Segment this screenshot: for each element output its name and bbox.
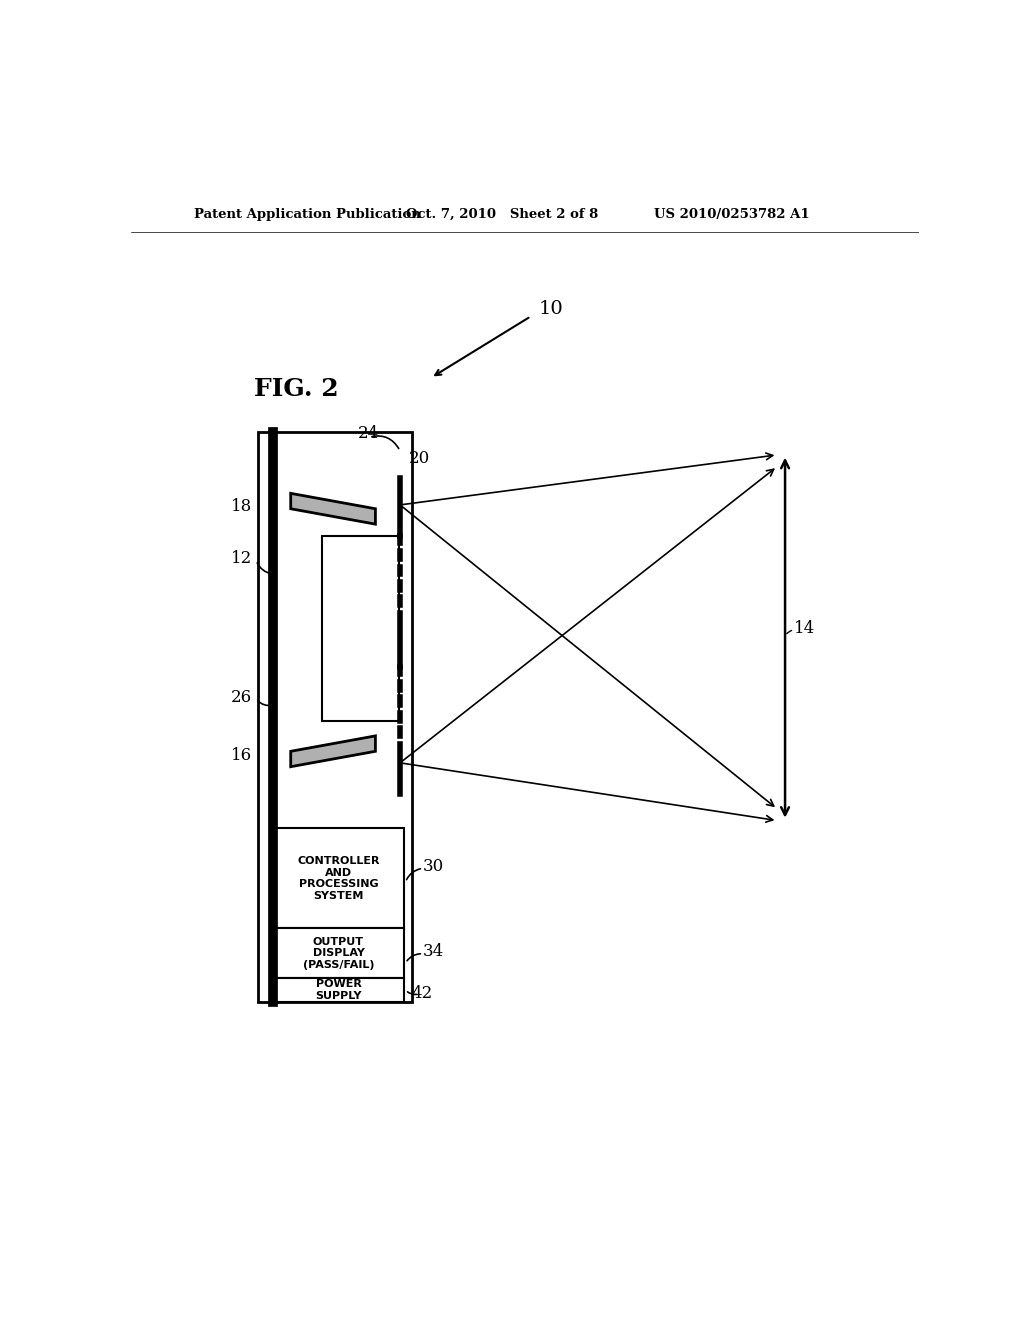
- Bar: [273, 928, 403, 978]
- Bar: [273, 978, 403, 1002]
- Text: 26: 26: [231, 689, 252, 706]
- Text: 10: 10: [539, 300, 563, 318]
- Text: 20: 20: [410, 450, 430, 467]
- Text: 24: 24: [357, 425, 379, 442]
- Bar: [258, 432, 412, 1002]
- Polygon shape: [291, 494, 376, 524]
- Text: OUTPUT
DISPLAY
(PASS/FAIL): OUTPUT DISPLAY (PASS/FAIL): [303, 937, 374, 970]
- Text: Oct. 7, 2010   Sheet 2 of 8: Oct. 7, 2010 Sheet 2 of 8: [407, 209, 598, 222]
- Text: 18: 18: [231, 498, 252, 515]
- Polygon shape: [291, 737, 376, 767]
- Text: CONTROLLER
AND
PROCESSING
SYSTEM: CONTROLLER AND PROCESSING SYSTEM: [297, 855, 380, 900]
- Text: US 2010/0253782 A1: US 2010/0253782 A1: [654, 209, 810, 222]
- Text: POWER
SUPPLY: POWER SUPPLY: [315, 979, 361, 1001]
- Text: 12: 12: [231, 550, 252, 568]
- Text: Patent Application Publication: Patent Application Publication: [195, 209, 421, 222]
- Bar: [322, 536, 398, 721]
- Bar: [273, 829, 403, 928]
- Text: 34: 34: [423, 942, 444, 960]
- Text: FIG. 2: FIG. 2: [254, 378, 338, 401]
- Text: 16: 16: [231, 747, 252, 764]
- Text: 42: 42: [412, 985, 433, 1002]
- Text: 30: 30: [423, 858, 444, 875]
- Text: 14: 14: [795, 619, 815, 636]
